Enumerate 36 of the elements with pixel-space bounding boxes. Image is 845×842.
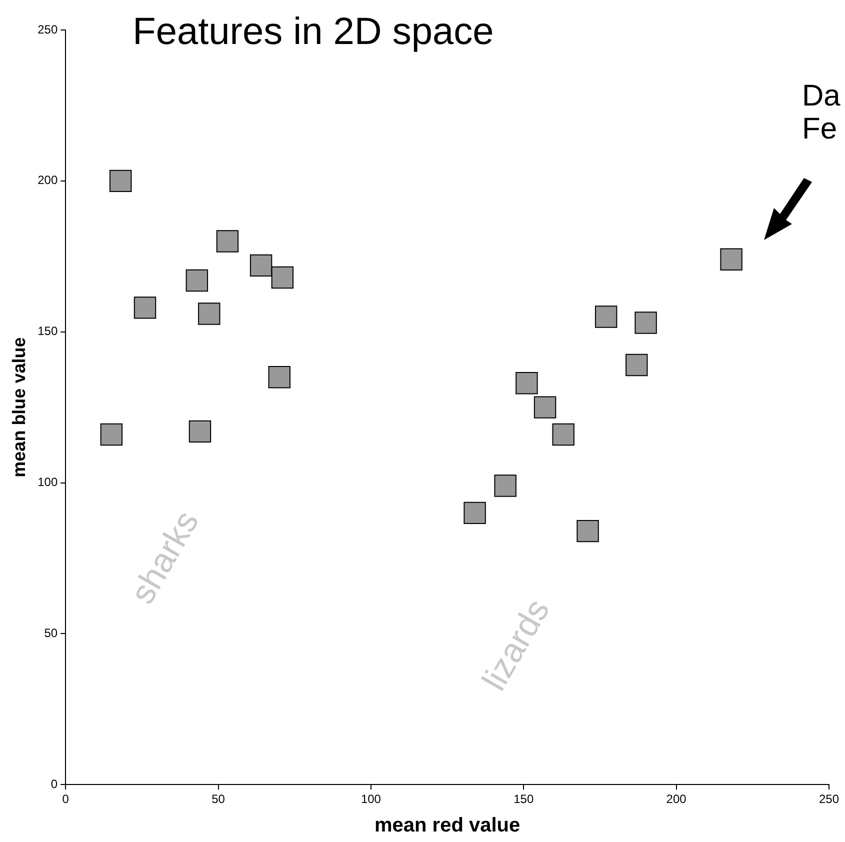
- point: [494, 474, 516, 497]
- x-axis-title: mean red value: [374, 814, 520, 837]
- chart-title: Features in 2D space: [132, 11, 494, 53]
- y-axis-title: mean blue value: [8, 337, 29, 478]
- point: [134, 296, 156, 319]
- y-tick-label: 100: [38, 475, 58, 490]
- point: [534, 396, 556, 418]
- point: [188, 420, 212, 443]
- point: [552, 423, 574, 446]
- point: [464, 502, 486, 524]
- point: [109, 170, 132, 192]
- point: [634, 312, 657, 334]
- y-tick-label: 50: [44, 626, 58, 640]
- point: [594, 306, 618, 328]
- y-tick-label: 250: [38, 22, 58, 36]
- point: [198, 302, 220, 325]
- annotation: Da Fe: [802, 79, 841, 146]
- point: [268, 366, 290, 388]
- x-tick-label: 0: [62, 792, 70, 806]
- point: [626, 354, 648, 376]
- point: [271, 266, 294, 289]
- point: [216, 230, 239, 252]
- point: [186, 269, 208, 292]
- x-tick-label: 100: [360, 792, 382, 806]
- y-tick-label: 150: [38, 324, 58, 338]
- point: [576, 520, 599, 542]
- y-tick-label: 0: [50, 776, 58, 791]
- x-tick-label: 250: [818, 792, 840, 806]
- y-tick-label: 200: [38, 173, 58, 188]
- point: [720, 248, 742, 271]
- point: [250, 254, 272, 277]
- point: [100, 423, 123, 446]
- point: [516, 372, 538, 394]
- x-tick-label: 50: [212, 792, 226, 806]
- x-tick-label: 150: [514, 792, 534, 806]
- x-tick-label: 200: [666, 792, 687, 806]
